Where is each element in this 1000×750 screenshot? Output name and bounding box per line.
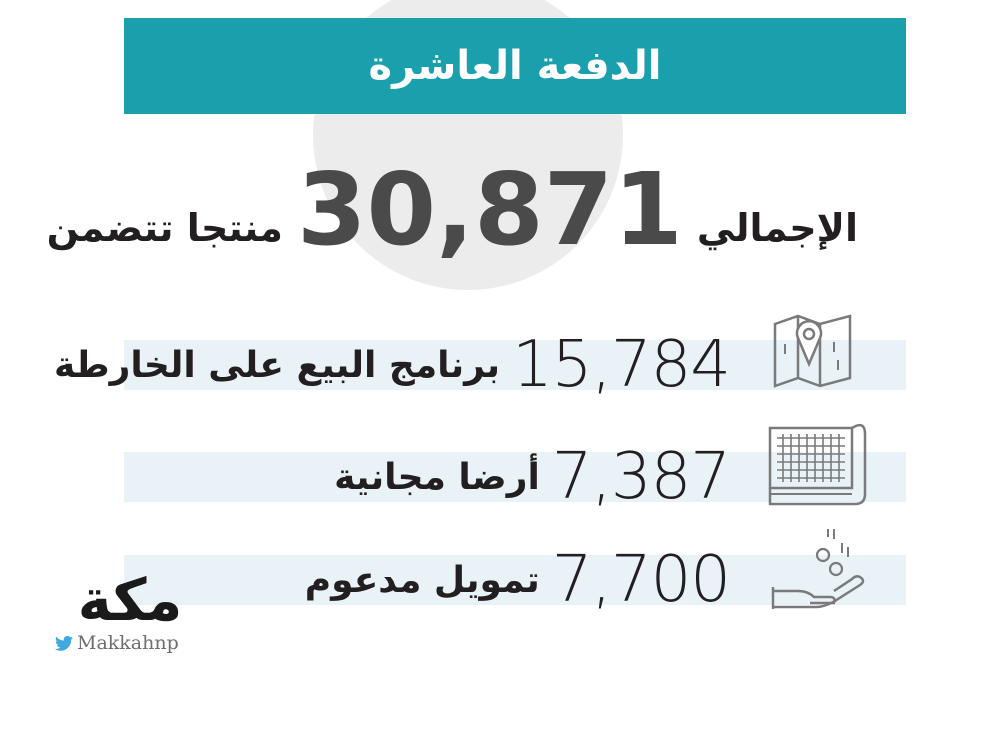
header-banner: الدفعة العاشرة bbox=[124, 18, 906, 114]
stat-value: 7,387 bbox=[551, 440, 731, 514]
map-pin-icon bbox=[773, 314, 852, 388]
total-suffix: منتجا تتضمن bbox=[46, 206, 283, 250]
total-summary: الإجمالي 30,871 منتجا تتضمن bbox=[47, 150, 858, 260]
hand-coins-icon bbox=[771, 529, 865, 609]
total-number: 30,871 bbox=[296, 151, 683, 268]
stat-label: تمويل مدعوم bbox=[304, 559, 540, 601]
handle-text: Makkahnp bbox=[77, 632, 179, 654]
total-label: الإجمالي bbox=[696, 206, 858, 250]
stat-value: 7,700 bbox=[551, 543, 731, 617]
header-title: الدفعة العاشرة bbox=[368, 43, 662, 89]
land-plan-icon bbox=[768, 423, 867, 506]
twitter-icon bbox=[55, 635, 73, 651]
logo-mark: مكة bbox=[77, 566, 183, 634]
stat-row-financing: 7,700 تمويل مدعوم bbox=[124, 543, 906, 617]
stat-label: أرضا مجانية bbox=[334, 456, 540, 498]
stat-label: برنامج البيع على الخارطة bbox=[53, 344, 501, 386]
stat-row-free-land: 7,387 أرضا مجانية bbox=[124, 440, 906, 514]
stat-value: 15,784 bbox=[512, 328, 731, 402]
social-handle: Makkahnp bbox=[55, 632, 205, 654]
makkah-logo: مكة Makkahnp bbox=[55, 570, 205, 660]
